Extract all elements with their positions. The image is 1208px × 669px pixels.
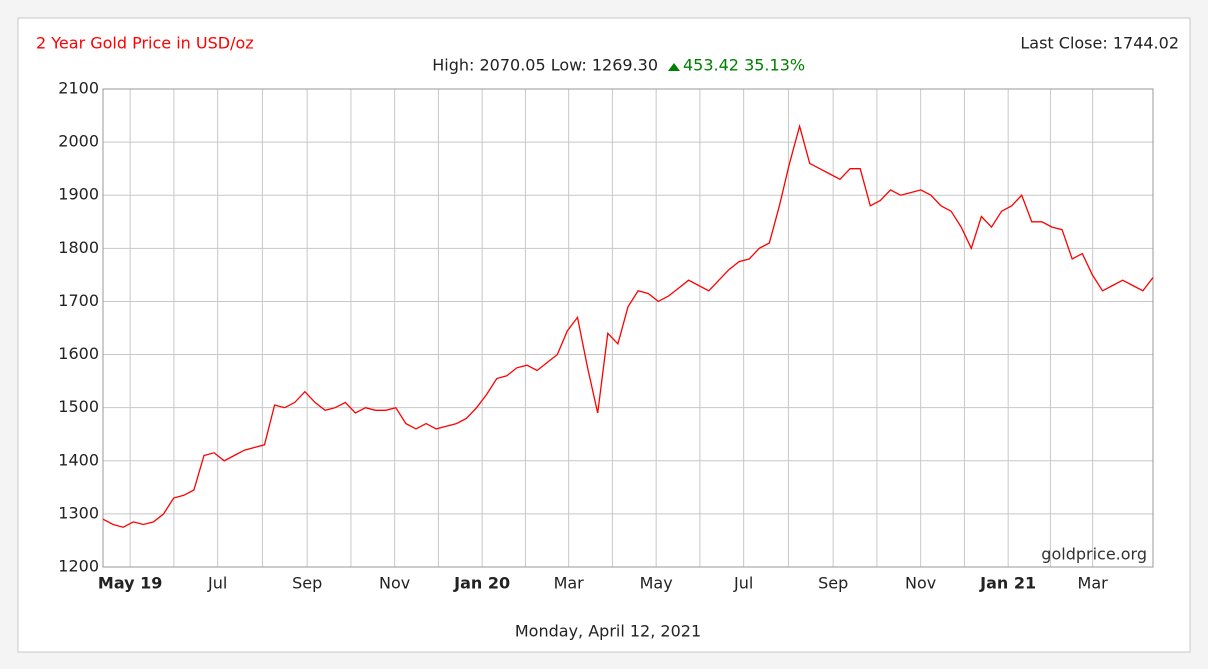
x-tick-label: Jan 20 <box>453 574 510 593</box>
x-tick-label: Sep <box>818 574 848 593</box>
x-tick-label: Jan 21 <box>979 574 1036 593</box>
footer-date: Monday, April 12, 2021 <box>515 622 701 641</box>
x-tick-label: Nov <box>379 574 410 593</box>
chart-frame <box>17 17 1191 653</box>
y-tick-label: 1900 <box>58 185 99 204</box>
y-tick-label: 1700 <box>58 291 99 310</box>
x-tick-label: Mar <box>554 574 585 593</box>
high-low: High: 2070.05 Low: 1269.30 <box>432 56 658 75</box>
x-tick-label: Sep <box>292 574 322 593</box>
plot-border <box>102 88 1154 568</box>
chart-title: 2 Year Gold Price in USD/oz <box>36 34 254 53</box>
y-tick-label: 1800 <box>58 238 99 257</box>
watermark: goldprice.org <box>1041 545 1147 564</box>
x-tick-label: May <box>640 574 673 593</box>
y-tick-label: 1200 <box>58 557 99 576</box>
price-line <box>102 123 1154 528</box>
y-tick-label: 2000 <box>58 132 99 151</box>
change: 453.42 35.13% <box>683 56 805 75</box>
up-arrow <box>668 63 680 71</box>
y-tick-label: 1600 <box>58 344 99 363</box>
x-tick-label: Mar <box>1078 574 1109 593</box>
y-tick-label: 1500 <box>58 397 99 416</box>
y-tick-label: 2100 <box>58 79 99 98</box>
x-tick-label: Nov <box>905 574 936 593</box>
x-tick-label: May 19 <box>98 574 163 593</box>
last-close: Last Close: 1744.02 <box>1020 34 1179 53</box>
y-tick-label: 1300 <box>58 503 99 522</box>
x-tick-label: Jul <box>733 574 753 593</box>
y-tick-label: 1400 <box>58 450 99 469</box>
x-tick-label: Jul <box>207 574 227 593</box>
